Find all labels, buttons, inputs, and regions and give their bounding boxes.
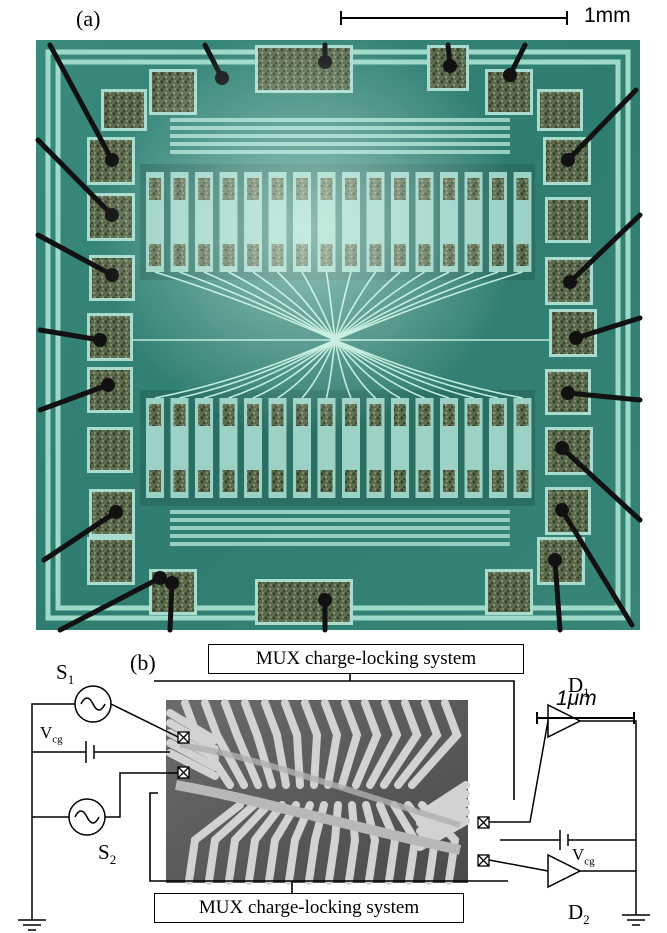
detector-d2-label: D2 [568,900,590,928]
source-s1-label: S1 [56,660,75,688]
mux-bottom-box: MUX charge-locking system [154,893,464,923]
detector-d1-label: D1 [568,673,590,701]
scale-label-b: 1μm [556,687,597,710]
source-s2-label: S2 [98,840,117,868]
gate-voltage-left-label: Vcg [40,723,63,746]
scale-bar-a [340,11,568,25]
chip-micrograph [35,40,643,633]
scale-label-a: 1mm [584,4,631,27]
circuit-schematic [18,673,650,931]
sem-image [166,699,470,885]
mux-top-box: MUX charge-locking system [208,644,524,674]
scale-bar-b [536,712,635,724]
panel-b-label: (b) [130,650,156,675]
gate-voltage-right-label: Vcg [572,845,595,868]
panel-a-label: (a) [76,6,101,31]
